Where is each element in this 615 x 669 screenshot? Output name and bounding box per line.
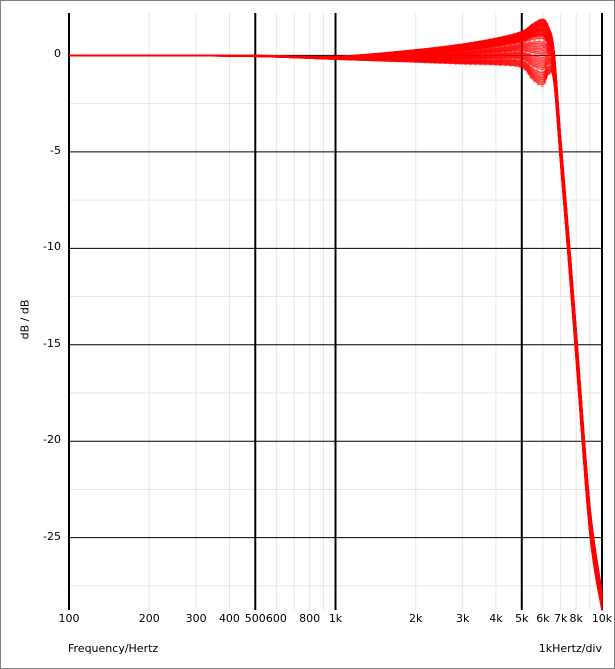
x-tick-label: 4k <box>489 612 503 625</box>
x-tick-label: 400 <box>218 612 240 625</box>
y-tick-label: 0 <box>54 47 61 61</box>
y-tick-label: -15 <box>43 336 61 350</box>
x-tick-label: 2k <box>409 612 423 625</box>
y-tick-label: -20 <box>43 433 61 447</box>
x-tick-label: 10k <box>591 612 613 625</box>
x-axis-label: Frequency/Hertz <box>68 642 159 655</box>
response-curve <box>68 18 603 593</box>
x-tick-label: 6k <box>536 612 550 625</box>
x-tick-label: 800 <box>299 612 321 625</box>
y-tick-label: -25 <box>43 529 61 543</box>
x-tick-label: 200 <box>138 612 160 625</box>
x-tick-label: 600 <box>265 612 287 625</box>
x-tick-label: 8k <box>569 612 583 625</box>
y-tick-label: -10 <box>43 240 61 254</box>
y-axis-label: dB / dB <box>18 299 32 340</box>
x-tick-label: 100 <box>58 612 80 625</box>
x-tick-label: 1k <box>328 612 343 625</box>
scale-note: 1kHertz/div <box>538 642 602 655</box>
response-curve <box>69 18 603 592</box>
x-tick-label: 3k <box>455 612 470 625</box>
y-tick-label: -5 <box>50 143 61 157</box>
x-tick-label: 5k <box>515 612 529 625</box>
x-tick-label: 500 <box>244 612 266 625</box>
x-tick-label: 300 <box>185 612 207 625</box>
x-tick-label: 7k <box>554 612 568 625</box>
